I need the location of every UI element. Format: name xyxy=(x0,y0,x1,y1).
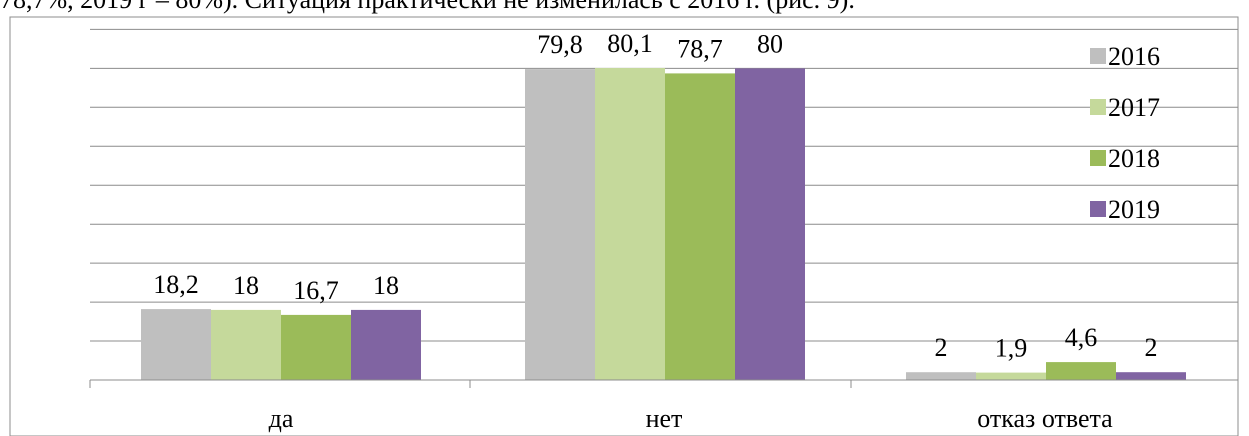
legend-swatch xyxy=(1090,150,1106,166)
legend-swatch xyxy=(1090,99,1106,115)
legend-label: 2016 xyxy=(1108,42,1160,71)
data-label: 18 xyxy=(373,271,399,300)
legend-swatch xyxy=(1090,48,1106,64)
bar xyxy=(665,73,735,381)
data-label: 79,8 xyxy=(537,30,583,59)
data-label: 80,1 xyxy=(607,29,653,58)
chart-frame xyxy=(9,16,1239,436)
legend-swatch xyxy=(1090,201,1106,217)
bar xyxy=(735,68,805,381)
x-axis: да нет отказ ответа xyxy=(89,379,1239,433)
caption-text: 78,7%, 2019 г – 80%). Ситуация практичес… xyxy=(0,0,1249,17)
bar xyxy=(525,69,595,380)
legend-label: 2017 xyxy=(1108,93,1160,122)
data-label: 18 xyxy=(233,271,259,300)
data-label: 4,6 xyxy=(1065,323,1098,352)
x-tick-label: нет xyxy=(646,404,683,433)
bar xyxy=(211,309,281,380)
bar xyxy=(595,68,665,380)
data-label: 80 xyxy=(757,29,783,58)
bar xyxy=(1046,362,1116,380)
x-tick-label: да xyxy=(269,404,294,433)
bar xyxy=(281,314,351,380)
bar xyxy=(351,309,421,380)
legend-label: 2018 xyxy=(1108,144,1160,173)
data-label: 2 xyxy=(1145,333,1158,362)
data-label: 16,7 xyxy=(293,276,339,305)
data-labels: 18,2 18 16,7 18 79,8 80,1 78,7 80 2 1,9 4,6 2 xyxy=(153,29,1157,363)
bar xyxy=(906,372,976,380)
bar xyxy=(976,372,1046,380)
data-label: 18,2 xyxy=(153,270,199,299)
bar xyxy=(141,309,211,380)
legend: 2016 2017 2018 2019 xyxy=(1090,42,1160,224)
bars xyxy=(141,68,1186,381)
x-tick-label: отказ ответа xyxy=(977,404,1113,433)
legend-label: 2019 xyxy=(1108,195,1160,224)
data-label: 2 xyxy=(935,333,948,362)
data-label: 1,9 xyxy=(995,334,1028,363)
data-label: 78,7 xyxy=(677,34,723,63)
bar xyxy=(1116,372,1186,380)
